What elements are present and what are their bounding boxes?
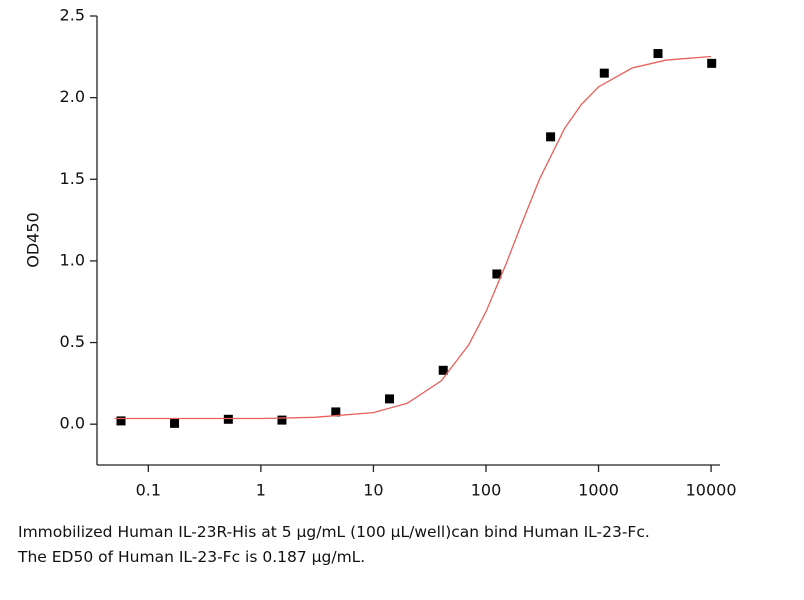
y-tick-label: 0.5 bbox=[60, 332, 85, 351]
x-tick-label: 10 bbox=[363, 481, 383, 500]
data-point bbox=[599, 68, 609, 78]
x-tick-label: 0.1 bbox=[136, 481, 161, 500]
data-point bbox=[653, 49, 663, 59]
data-point bbox=[385, 394, 395, 404]
data-point bbox=[707, 58, 717, 68]
x-tick-label: 10000 bbox=[686, 481, 737, 500]
data-point bbox=[492, 269, 502, 279]
caption-line: Immobilized Human IL-23R-His at 5 μg/mL … bbox=[18, 523, 650, 541]
y-tick-label: 2.0 bbox=[60, 87, 85, 106]
y-tick-label: 1.5 bbox=[60, 169, 85, 188]
fit-curve bbox=[114, 55, 712, 420]
y-tick-label: 2.5 bbox=[60, 6, 85, 25]
data-point bbox=[438, 365, 448, 375]
data-point bbox=[277, 415, 287, 425]
caption-line: The ED50 of Human IL-23-Fc is 0.187 μg/m… bbox=[17, 548, 365, 566]
x-tick-label: 100 bbox=[471, 481, 502, 500]
x-tick-label: 1000 bbox=[578, 481, 619, 500]
data-point bbox=[546, 132, 556, 142]
data-point bbox=[331, 407, 341, 417]
y-tick-label: 0.0 bbox=[60, 414, 85, 433]
y-axis-label: OD450 bbox=[24, 212, 43, 267]
data-point bbox=[223, 414, 233, 424]
data-point bbox=[116, 416, 126, 426]
data-point bbox=[170, 418, 180, 428]
x-tick-label: 1 bbox=[256, 481, 266, 500]
y-tick-label: 1.0 bbox=[60, 250, 85, 269]
